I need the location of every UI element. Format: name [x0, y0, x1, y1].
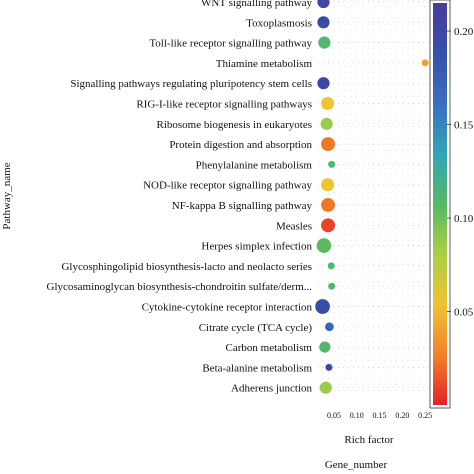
data-point: [321, 137, 335, 152]
x-tick-label: 0.10: [350, 411, 364, 420]
pathway-label: Adherens junction: [231, 383, 312, 395]
y-axis-title: Pathway_name: [1, 162, 13, 229]
pathway-label: Cytokine-cytokine receptor interaction: [142, 302, 313, 314]
pathway-label: Ribosome biogenesis in eukaryotes: [156, 119, 312, 131]
x-axis-ticks: 0.05 0.10 0.15 0.20 0.25: [327, 411, 432, 420]
pathway-label: Protein digestion and absorption: [169, 139, 312, 151]
data-point: [315, 299, 330, 314]
data-point: [327, 262, 335, 270]
colorbar-tick-label: 0.20: [454, 26, 474, 38]
size-legend-title: Gene_number: [325, 459, 388, 471]
data-point: [318, 36, 331, 49]
pathway-label: Toll-like receptor signalling pathway: [149, 38, 312, 50]
data-point: [319, 341, 331, 353]
data-point: [321, 218, 335, 233]
data-point: [319, 381, 332, 394]
data-point: [325, 322, 334, 332]
pathway-label: Beta-alanine metabolism: [202, 362, 312, 374]
colorbar-ticks: 0.05 0.10 0.15 0.20: [447, 26, 474, 319]
colorbar-tick-label: 0.05: [454, 307, 474, 319]
pathway-label: NF-kappa B signalling pathway: [172, 200, 313, 212]
pathway-label: RIG-I-like receptor signalling pathways: [136, 99, 312, 111]
pathway-label: NOD-like receptor signalling pathway: [143, 180, 312, 192]
data-point: [321, 198, 335, 212]
data-point: [325, 363, 333, 371]
data-point: [320, 117, 333, 130]
pathway-label: WNT signalling pathway: [201, 0, 312, 9]
x-axis-title: Rich factor: [344, 434, 394, 446]
pathway-label: Glycosphingolipid biosynthesis-lacto and…: [61, 261, 312, 273]
colorbar-tick-label: 0.15: [454, 120, 474, 132]
pathway-label: Thiamine metabolism: [216, 58, 313, 70]
data-point: [321, 178, 335, 192]
data-point: [317, 0, 330, 9]
data-point: [328, 160, 336, 168]
x-tick-label: 0.25: [418, 411, 432, 420]
data-point: [316, 238, 332, 253]
pathway-label: Carbon metabolism: [226, 342, 313, 354]
data-point: [317, 16, 330, 29]
pathway-label: Phenylalanine metabolism: [196, 159, 313, 171]
pathway-label: Citrate cycle (TCA cycle): [199, 322, 313, 334]
pathway-label: Toxoplasmosis: [246, 17, 312, 29]
x-tick-label: 0.15: [373, 411, 387, 420]
colorbar-tick-label: 0.10: [454, 213, 474, 225]
pathway-label: Signalling pathways regulating pluripote…: [70, 78, 312, 90]
pathway-label: Measles: [276, 220, 312, 232]
pathway-labels: WNT signalling pathway Toxoplasmosis Toll-…: [47, 0, 313, 395]
color-legend: 0.05 0.10 0.15 0.20: [429, 0, 474, 409]
x-tick-label: 0.20: [395, 411, 409, 420]
plot-grid: [318, 0, 432, 396]
data-point: [317, 77, 330, 90]
x-tick-label: 0.05: [327, 411, 341, 420]
data-point: [421, 59, 429, 67]
data-point: [321, 96, 335, 111]
data-points: [315, 0, 429, 394]
colorbar-gradient: [433, 3, 447, 405]
pathway-label: Herpes simplex infection: [201, 241, 312, 253]
data-point: [328, 282, 336, 290]
pathway-label: Glycosaminoglycan biosynthesis-chondroit…: [47, 281, 313, 293]
